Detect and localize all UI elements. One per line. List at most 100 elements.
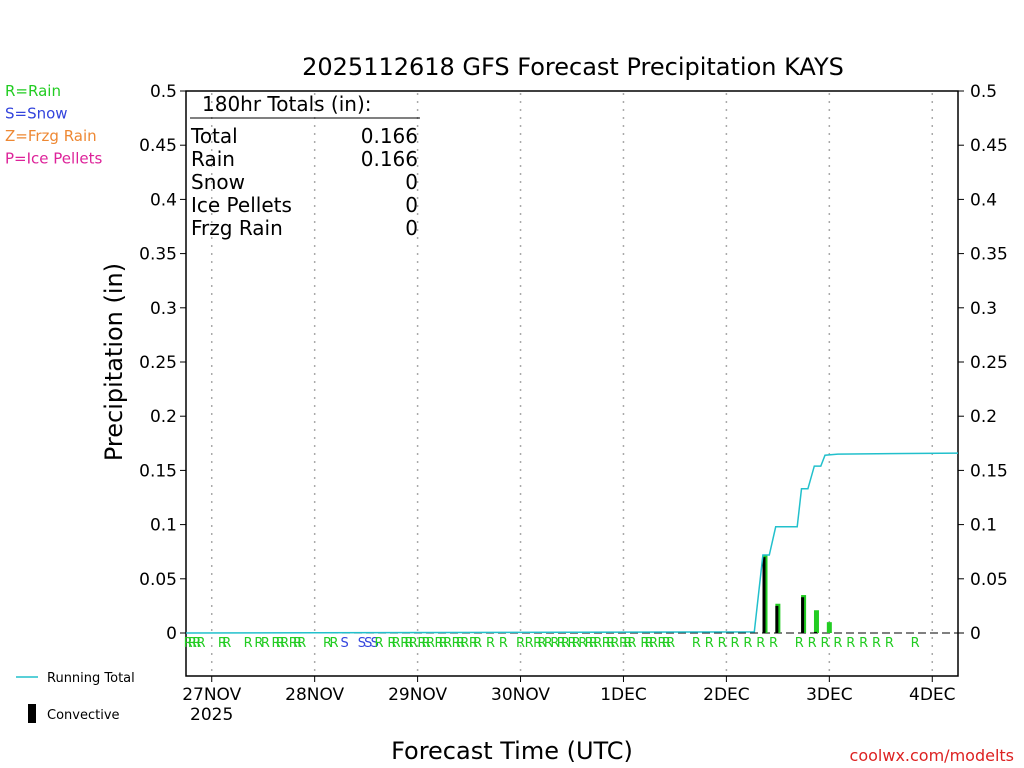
- ptype-marker: R: [452, 636, 461, 651]
- totals-row-label: Ice Pellets: [191, 193, 292, 217]
- ptype-marker: R: [456, 636, 465, 651]
- convective-bar: [801, 597, 805, 633]
- y-tick-label: 0.5: [970, 82, 997, 102]
- totals-row-label: Total: [190, 124, 238, 148]
- convective-legend-label: Convective: [47, 708, 120, 723]
- credit-text: coolwx.com/modelts: [850, 746, 1014, 765]
- y-tick-label: 0.4: [970, 190, 997, 210]
- y-tick-label: 0.1: [970, 516, 997, 536]
- ptype-marker: R: [846, 636, 855, 651]
- x-tick-label: 29NOV: [388, 685, 447, 705]
- totals-row-value: 0.166: [361, 124, 418, 148]
- x-tick-label: 28NOV: [285, 685, 344, 705]
- plot-frame: [185, 90, 959, 677]
- ptype-marker: R: [293, 636, 302, 651]
- y-tick-label: 0.25: [970, 353, 1008, 373]
- x-tick-label: 3DEC: [806, 685, 853, 705]
- ptype-marker: R: [218, 636, 227, 651]
- ptype-marker: S: [341, 636, 349, 651]
- ptype-marker: R: [486, 636, 495, 651]
- totals-row-value: 0.166: [361, 147, 418, 171]
- ptype-marker: R: [833, 636, 842, 651]
- ptype-marker: R: [244, 636, 253, 651]
- ptype-marker: R: [374, 636, 383, 651]
- precip-bar: [826, 622, 832, 633]
- ptype-marker: R: [469, 636, 478, 651]
- ptype-marker: R: [426, 636, 435, 651]
- ptype-marker: R: [261, 636, 270, 651]
- ptype-marker: R: [400, 636, 409, 651]
- ptype-marker: R: [623, 636, 632, 651]
- ptype-marker: R: [184, 636, 193, 651]
- ptype-marker: R: [610, 636, 619, 651]
- running-total-line: [185, 452, 959, 634]
- y-tick-label: 0.05: [970, 570, 1008, 590]
- x-tick-label: 2DEC: [703, 685, 750, 705]
- ptype-marker: R: [404, 636, 413, 651]
- running-total-legend-label: Running Total: [47, 671, 135, 686]
- y-tick-label: 0.1: [150, 516, 177, 536]
- ptype-marker: R: [533, 636, 542, 651]
- ptype-marker: R: [567, 636, 576, 651]
- ptype-marker: R: [645, 636, 654, 651]
- ptype-marker: R: [499, 636, 508, 651]
- ptype-marker: R: [297, 636, 306, 651]
- convective-legend-swatch: [28, 704, 36, 723]
- y-tick-label: 0: [166, 624, 177, 644]
- y-tick-label: 0.3: [150, 299, 177, 319]
- ptype-marker: R: [435, 636, 444, 651]
- ptype-marker: R: [422, 636, 431, 651]
- ptype-marker: R: [280, 636, 289, 651]
- x-tick-label: 27NOV: [182, 685, 241, 705]
- year-label: 2025: [190, 705, 233, 725]
- x-tick-label: 30NOV: [491, 685, 550, 705]
- ptype-marker: R: [473, 636, 482, 651]
- totals-row-value: 0: [405, 170, 418, 194]
- totals-row-label: Frzg Rain: [191, 216, 283, 240]
- y-tick-label: 0.5: [150, 82, 177, 102]
- y-tick-label: 0.15: [970, 461, 1008, 481]
- ptype-legend-item: Z=Frzg Rain: [5, 127, 97, 145]
- convective-bar: [813, 631, 817, 633]
- ptype-marker: R: [329, 636, 338, 651]
- ptype-marker: R: [196, 636, 205, 651]
- totals-header: 180hr Totals (in):: [202, 92, 372, 116]
- y-axis-right: 0 0.05 0.1 0.15 0.2 0.25 0.3 0.35 0.4 0.45 0.5: [958, 82, 1008, 644]
- y-tick-label: 0.35: [970, 245, 1008, 265]
- ptype-marker: R: [439, 636, 448, 651]
- y-tick-label: 0.45: [970, 136, 1008, 156]
- totals-row-label: Rain: [191, 147, 235, 171]
- ptype-marker: R: [525, 636, 534, 651]
- ptype-marker: R: [718, 636, 727, 651]
- ptype-marker: R: [276, 636, 285, 651]
- ptype-marker: R: [743, 636, 752, 651]
- ptype-marker: R: [692, 636, 701, 651]
- ptype-marker: R: [593, 636, 602, 651]
- ptype-marker: R: [756, 636, 765, 651]
- y-axis-left: 0 0.05 0.1 0.15 0.2 0.25 0.3 0.35 0.4 0.45 0.5: [139, 82, 186, 644]
- convective-bar: [775, 605, 779, 633]
- ptype-marker: R: [666, 636, 675, 651]
- ptype-marker: R: [602, 636, 611, 651]
- ptype-marker: R: [769, 636, 778, 651]
- ptype-marker: R: [649, 636, 658, 651]
- y-tick-label: 0.2: [150, 407, 177, 427]
- ptype-marker: R: [885, 636, 894, 651]
- ptype-marker: R: [872, 636, 881, 651]
- ptype-legend: R=Rain S=Snow Z=Frzg Rain P=Ice Pellets: [5, 82, 102, 168]
- y-tick-label: 0.2: [970, 407, 997, 427]
- ptype-legend-item: S=Snow: [5, 105, 68, 123]
- ptype-marker: R: [808, 636, 817, 651]
- ptype-marker: R: [619, 636, 628, 651]
- y-tick-label: 0.45: [139, 136, 177, 156]
- ptype-marker: R: [658, 636, 667, 651]
- x-axis-label: Forecast Time (UTC): [391, 737, 633, 765]
- ptype-marker: R: [628, 636, 637, 651]
- ptype-legend-item: R=Rain: [5, 82, 61, 100]
- ptype-marker: R: [387, 636, 396, 651]
- ptype-marker: R: [561, 636, 570, 651]
- y-tick-label: 0: [970, 624, 981, 644]
- precip-bars: [762, 554, 832, 633]
- ptype-marker: R: [417, 636, 426, 651]
